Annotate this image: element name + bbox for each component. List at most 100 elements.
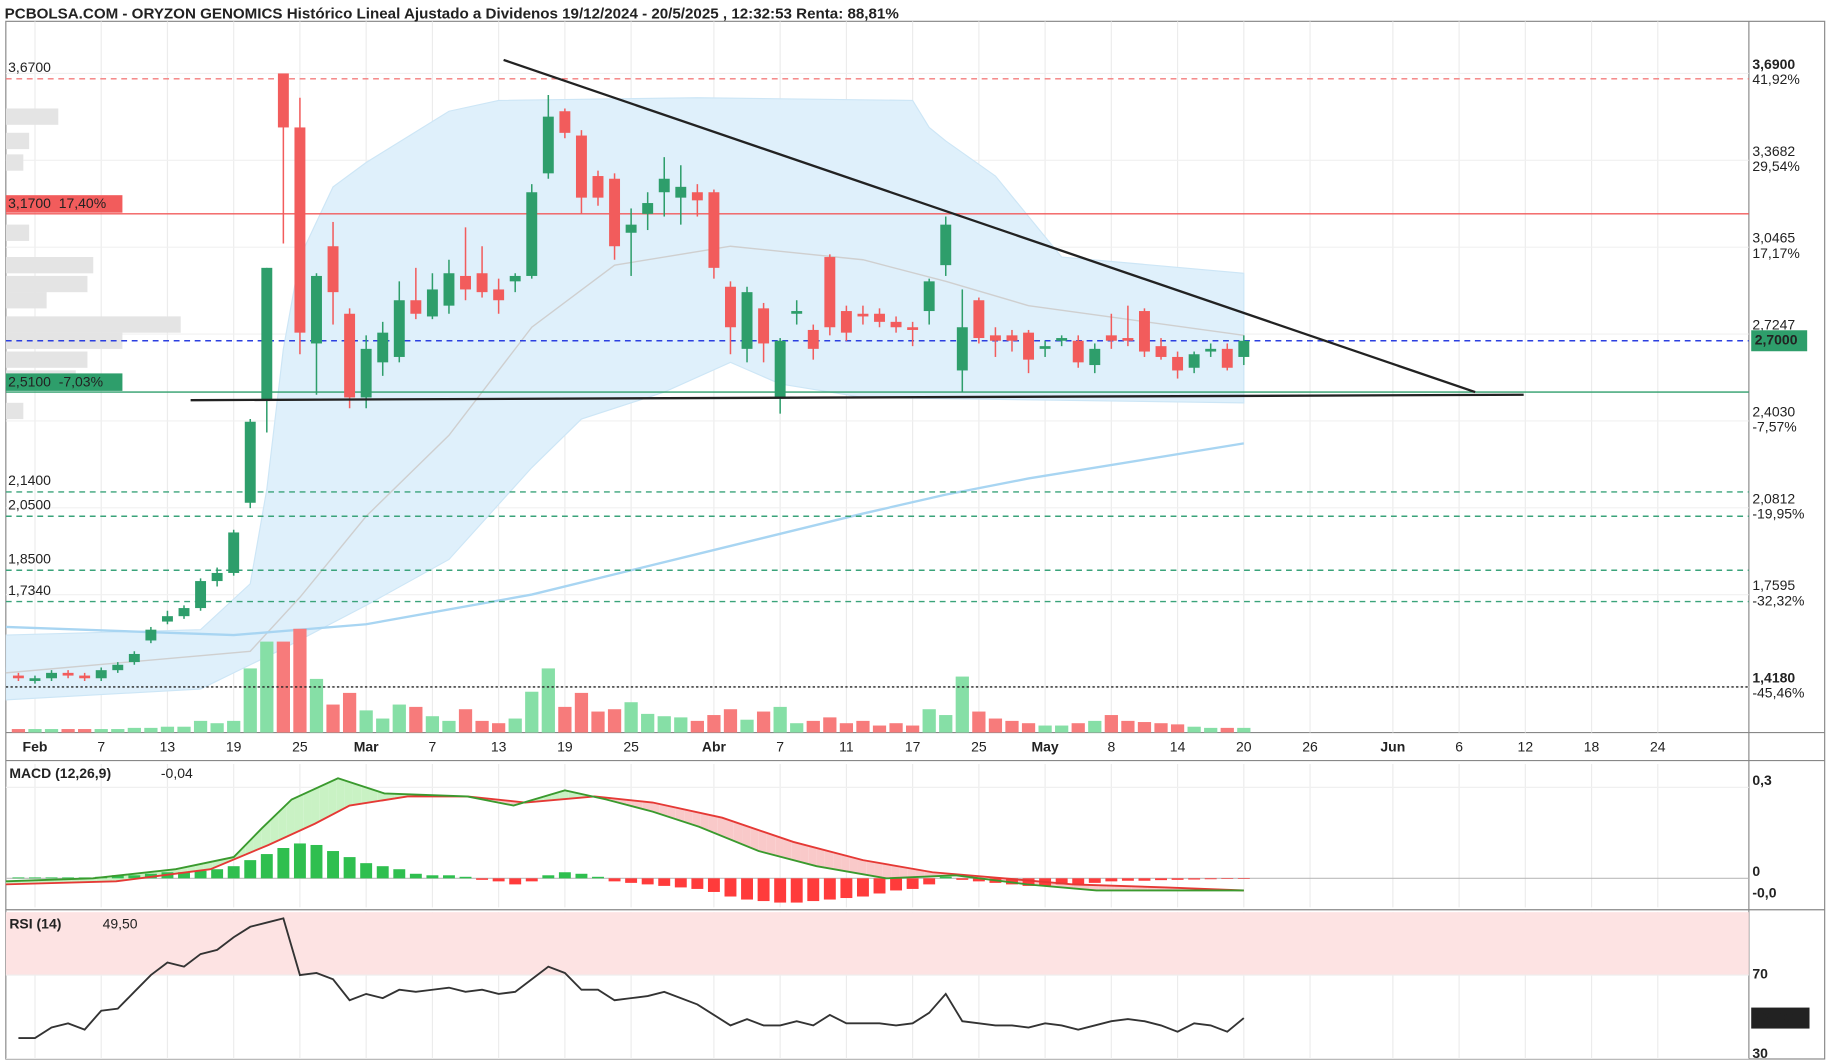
y-tick-pct: -7,57% — [1752, 419, 1796, 435]
macd-histogram-bar — [658, 878, 671, 886]
y-tick-label: 3,3682 — [1752, 143, 1795, 159]
macd-histogram-bar — [327, 851, 340, 879]
macd-fill — [559, 791, 569, 800]
candle-body — [95, 670, 107, 679]
candle-body — [559, 111, 571, 133]
macd-fill — [344, 780, 353, 809]
volume-bar — [44, 729, 59, 733]
macd-histogram-bar — [45, 877, 58, 879]
macd-histogram-bar — [674, 878, 687, 888]
candle-body — [1023, 332, 1035, 360]
macd-histogram-bar — [525, 878, 538, 882]
x-tick-label: 25 — [292, 738, 308, 754]
level-label: 1,8500 — [8, 550, 51, 566]
volume-bar — [641, 713, 655, 733]
volume-bar — [342, 692, 357, 733]
macd-histogram-bar — [823, 878, 836, 900]
candle-body — [1056, 338, 1068, 341]
rsi-tick-label: 70 — [1752, 966, 1768, 982]
volume-bar — [359, 710, 373, 733]
candle-body — [62, 672, 74, 676]
macd-last-label: -0,0 — [1752, 885, 1776, 901]
candle-body — [940, 224, 952, 266]
volume-bar — [939, 715, 953, 733]
macd-title: MACD (12,26,9) — [9, 765, 111, 781]
x-tick-label: Mar — [354, 738, 379, 754]
candle-body — [294, 127, 306, 333]
volume-bar — [690, 720, 704, 733]
macd-histogram-bar — [128, 875, 141, 879]
x-tick-label: 24 — [1650, 738, 1666, 754]
macd-histogram-bar — [807, 878, 820, 902]
volume-profile-bar — [5, 292, 47, 309]
volume-bar — [475, 720, 489, 733]
candle-body — [1105, 335, 1117, 341]
macd-fill — [303, 790, 312, 830]
macd-histogram-bar — [178, 872, 190, 879]
macd-histogram-bar — [343, 857, 356, 879]
candle-body — [311, 275, 322, 344]
y-tick-pct: 17,17% — [1752, 245, 1799, 261]
volume-bar — [309, 678, 324, 733]
macd-histogram-bar — [29, 877, 41, 879]
macd-histogram-bar — [774, 878, 787, 903]
price-panel — [5, 21, 1749, 733]
candle-body — [708, 192, 720, 268]
candle-body — [377, 332, 389, 363]
x-tick-label: 26 — [1302, 738, 1318, 754]
x-tick-label: 20 — [1236, 738, 1252, 754]
macd-fill — [667, 805, 676, 820]
macd-fill — [899, 866, 908, 878]
y-tick-label: 1,7595 — [1752, 577, 1795, 593]
volume-bar — [376, 718, 390, 733]
x-tick-label: 8 — [1107, 738, 1115, 754]
candle-body — [741, 292, 753, 349]
macd-fill — [816, 848, 825, 868]
macd-fill — [1114, 885, 1123, 891]
volume-bar — [558, 706, 572, 733]
macd-histogram-bar — [1006, 878, 1018, 885]
volume-bar — [243, 668, 257, 733]
y-tick-pct: -32,32% — [1752, 592, 1804, 608]
volume-bar — [856, 720, 870, 733]
volume-bar — [94, 729, 108, 733]
y-tick-pct: 41,92% — [1752, 71, 1799, 87]
macd-histogram-bar — [1088, 878, 1101, 883]
macd-fill — [1106, 885, 1115, 891]
candle-body — [426, 289, 438, 317]
y-tick-label: 2,7247 — [1752, 317, 1795, 333]
candle-body — [890, 321, 902, 328]
volume-bar — [574, 692, 589, 733]
candle-body — [609, 178, 621, 247]
macd-fill — [684, 809, 693, 825]
volume-profile-bar — [5, 256, 94, 274]
macd-fill — [270, 812, 279, 845]
volume-bar — [409, 706, 423, 733]
volume-profile-bar — [5, 351, 88, 368]
y-tick-label: 2,4030 — [1752, 403, 1795, 419]
y-tick-label: 2,0812 — [1752, 490, 1795, 506]
macd-histogram-bar — [1121, 878, 1134, 881]
macd-panel — [5, 764, 1749, 908]
macd-histogram-bar — [1055, 878, 1068, 885]
volume-bar — [922, 709, 936, 733]
macd-histogram-bar — [707, 878, 720, 892]
volume-bar — [1170, 724, 1185, 733]
macd-histogram-bar — [360, 863, 373, 879]
macd-value: -0,04 — [161, 765, 193, 781]
macd-histogram-bar — [310, 844, 323, 879]
candle-body — [675, 186, 687, 198]
volume-bar — [227, 720, 241, 733]
macd-histogram-bar — [409, 873, 422, 879]
candle-body — [1122, 338, 1134, 341]
volume-bar — [541, 668, 555, 733]
volume-bar — [326, 704, 340, 733]
macd-fill — [783, 838, 792, 860]
macd-fill — [742, 824, 751, 848]
volume-bar — [872, 725, 887, 733]
volume-bar — [1038, 725, 1052, 733]
macd-histogram-bar — [111, 875, 124, 879]
candle-body — [625, 224, 637, 233]
macd-histogram-bar — [459, 876, 472, 879]
candle-body — [526, 192, 538, 276]
